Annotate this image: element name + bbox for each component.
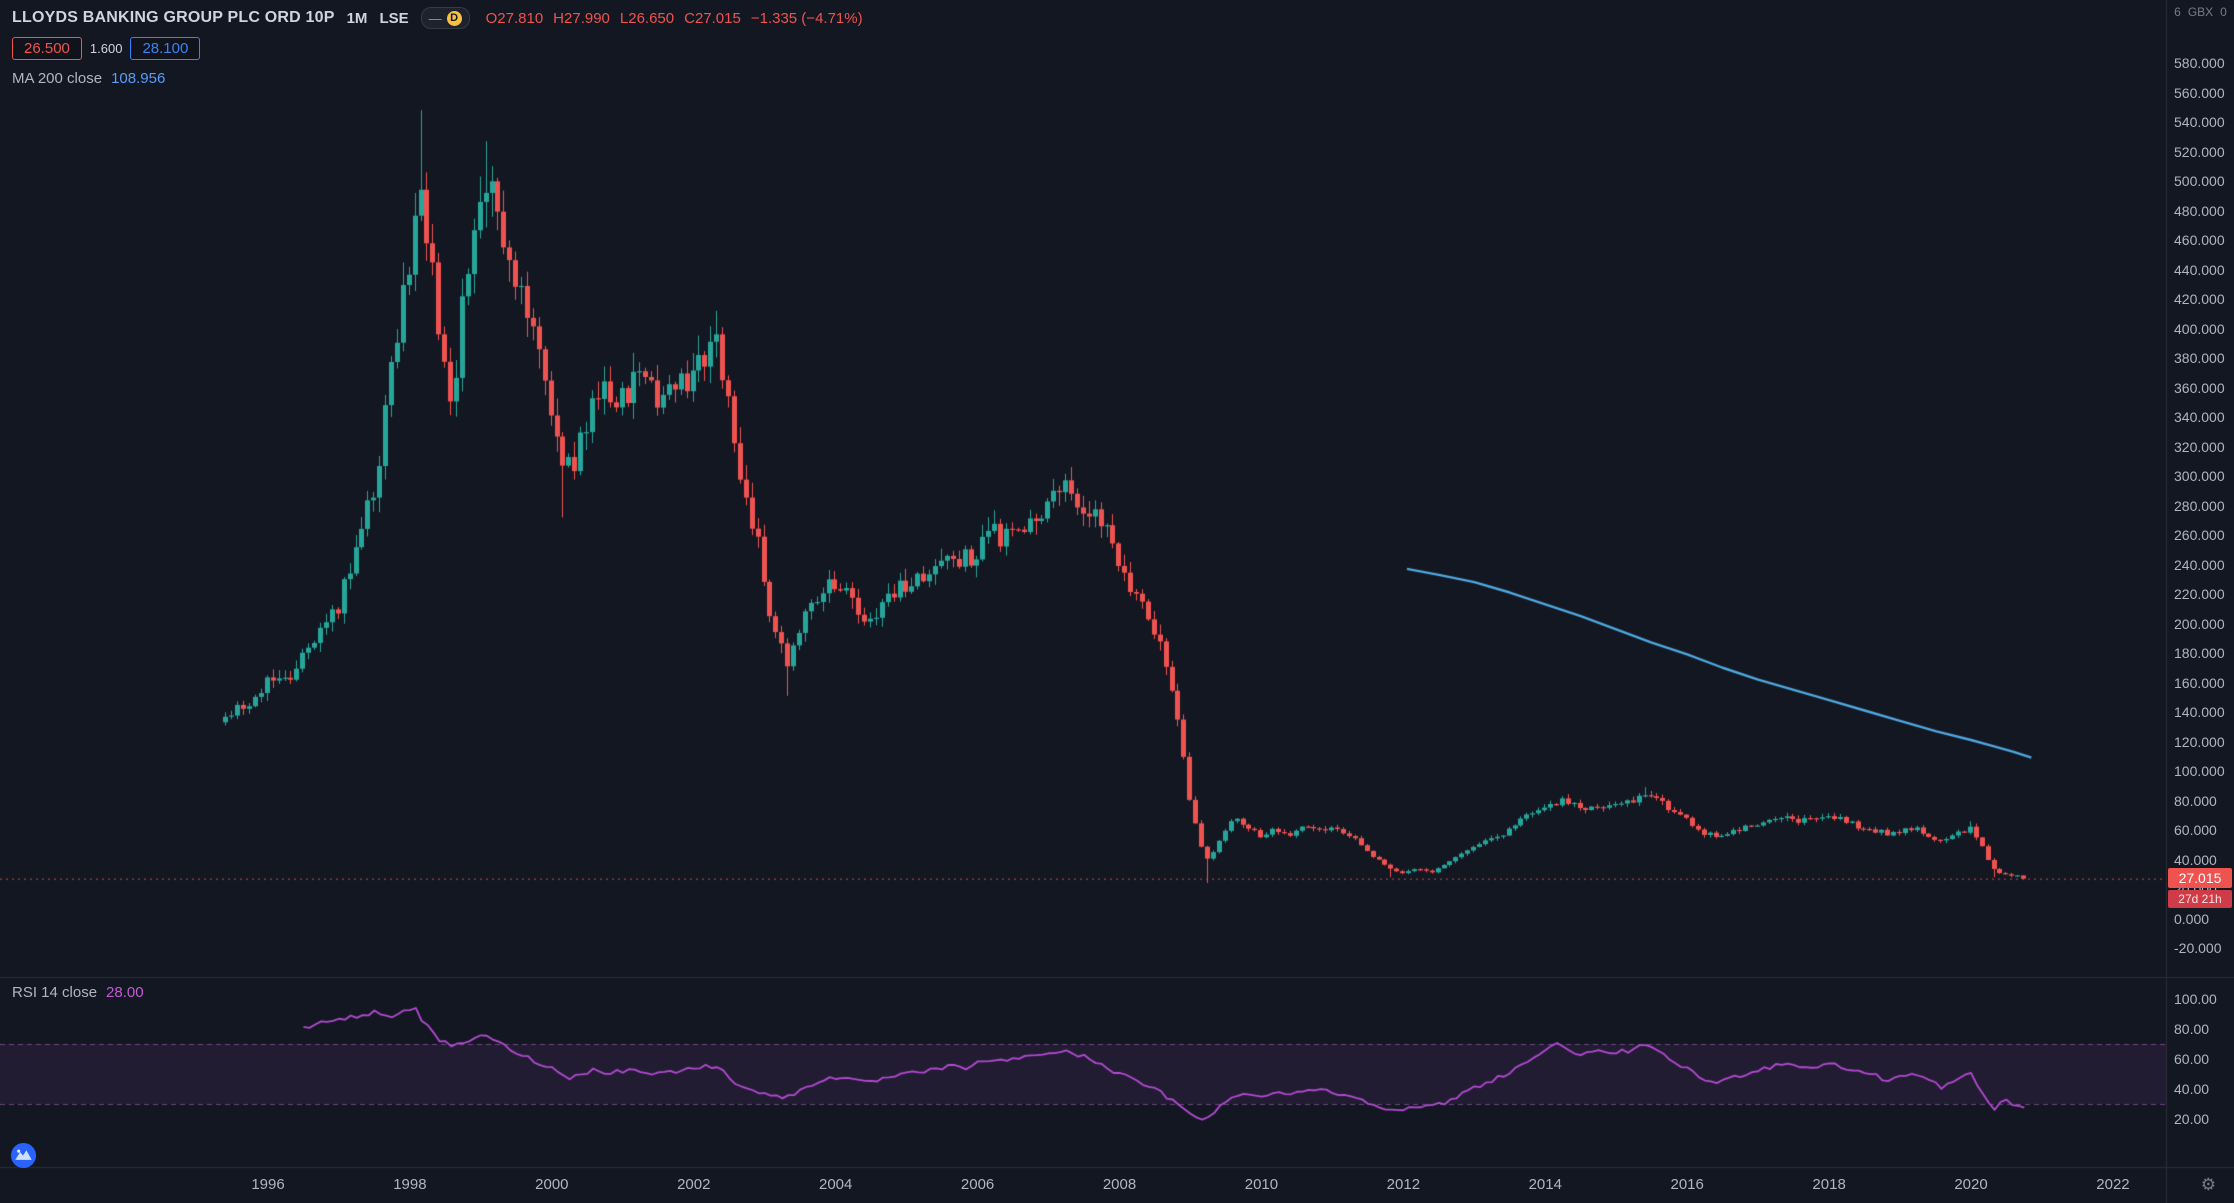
time-tick-label: 2000 <box>535 1176 569 1193</box>
rsi-legend-value: 28.00 <box>106 984 144 1001</box>
high-value: H27.990 <box>553 9 610 27</box>
price-tick-label: 460.000 <box>2174 232 2225 248</box>
price-tick-label: 40.000 <box>2174 851 2217 868</box>
rsi-tick-label: 60.00 <box>2174 1051 2210 1067</box>
time-tick-label: 2010 <box>1244 1176 1279 1193</box>
rsi-tick-label: 100.00 <box>2174 991 2217 1007</box>
price-tick-label: 380.000 <box>2174 350 2225 366</box>
price-tick-label: 520.000 <box>2174 143 2225 160</box>
buy-price-button[interactable]: 28.100 <box>130 37 201 60</box>
delayed-data-badge: D <box>446 10 462 26</box>
tradingview-logo[interactable] <box>10 1142 37 1169</box>
time-tick-label: 2012 <box>1386 1176 1421 1193</box>
ma-legend-label: MA 200 close <box>12 70 103 87</box>
price-tick-label: 560.000 <box>2174 84 2225 101</box>
time-tick-label: 1998 <box>393 1176 427 1193</box>
price-tick-label: 440.000 <box>2174 261 2225 278</box>
time-axis[interactable]: 1996 1998 2000 2002 2004 2006 2008 2010 2012 2014… <box>0 1168 2234 1203</box>
price-tick-label: 120.000 <box>2174 733 2225 750</box>
dash-icon: — <box>428 10 442 26</box>
bar-countdown-label: 27d 21h <box>2168 889 2232 908</box>
price-scale-header[interactable]: 6 GBX 0 <box>2167 5 2234 19</box>
price-tick-label: 0.000 <box>2174 910 2210 927</box>
price-tick-label: 480.000 <box>2174 202 2225 219</box>
price-tick-label: 160.000 <box>2174 674 2225 691</box>
scale-left-glyph: 6 <box>2174 5 2181 19</box>
price-tick-label: 140.000 <box>2174 704 2225 720</box>
price-tick-label: -20.000 <box>2174 940 2222 956</box>
rsi-tick-label: 20.00 <box>2174 1111 2210 1127</box>
price-tick-label: 340.000 <box>2174 409 2225 425</box>
exchange-label[interactable]: LSE <box>379 9 409 27</box>
price-axis[interactable]: 6 GBX 0 27.015 27d 21h 580.000 560.000 540… <box>2167 0 2234 1203</box>
price-tick-label: 540.000 <box>2174 114 2225 130</box>
time-tick-label: 2004 <box>818 1176 853 1193</box>
currency-label: GBX <box>2187 5 2214 19</box>
time-tick-label: 2022 <box>2096 1176 2130 1193</box>
symbol-row: LLOYDS BANKING GROUP PLC ORD 10P 1M LSE … <box>12 6 863 30</box>
interval-label[interactable]: 1M <box>346 9 368 27</box>
price-tick-label: 200.000 <box>2174 615 2225 632</box>
price-tick-label: 280.000 <box>2174 497 2225 514</box>
price-tick-label: 240.000 <box>2174 556 2225 573</box>
settings-gear-icon[interactable]: ⚙ <box>2200 1175 2216 1194</box>
price-tick-label: 180.000 <box>2174 645 2225 661</box>
ohlc-values: O27.810 H27.990 L26.650 C27.015 −1.335 (… <box>486 10 863 27</box>
price-tick-label: 60.000 <box>2174 822 2217 838</box>
price-tick-label: 260.000 <box>2174 527 2225 543</box>
symbol-header: LLOYDS BANKING GROUP PLC ORD 10P 1M LSE … <box>12 6 863 87</box>
ma-legend-value: 108.956 <box>111 70 166 87</box>
time-tick-label: 2014 <box>1528 1176 1562 1193</box>
rsi-legend[interactable]: RSI 14 close 28.00 <box>12 984 144 1001</box>
ma-legend[interactable]: MA 200 close 108.956 <box>12 70 863 87</box>
price-tick-label: 80.000 <box>2174 792 2217 809</box>
spread-value: 1.600 <box>89 41 123 56</box>
price-tick-label: 580.000 <box>2174 55 2225 71</box>
time-tick-label: 2018 <box>1812 1176 1846 1193</box>
sell-price-button[interactable]: 26.500 <box>12 37 82 60</box>
time-tick-label: 2002 <box>677 1176 711 1193</box>
delayed-data-pill[interactable]: — D <box>420 7 470 29</box>
price-tick-label: 320.000 <box>2174 438 2225 455</box>
last-price-label: 27.015 <box>2168 867 2232 888</box>
price-tick-label: 500.000 <box>2174 173 2225 189</box>
scale-right-glyph: 0 <box>2220 5 2227 19</box>
price-tick-label: 400.000 <box>2174 320 2225 337</box>
low-value: L26.650 <box>619 9 675 27</box>
price-tick-label: 220.000 <box>2174 586 2225 602</box>
price-tick-label: 360.000 <box>2174 379 2225 396</box>
time-tick-label: 2006 <box>960 1176 995 1193</box>
time-tick-label: 2016 <box>1670 1176 1704 1193</box>
rsi-legend-label: RSI 14 close <box>12 984 98 1001</box>
symbol-title[interactable]: LLOYDS BANKING GROUP PLC ORD 10P <box>12 9 335 26</box>
rsi-tick-label: 80.00 <box>2174 1021 2210 1037</box>
close-value: C27.015 <box>684 9 741 27</box>
quote-row: 26.500 1.600 28.100 <box>12 37 863 60</box>
open-value: O27.810 <box>485 9 544 27</box>
rsi-tick-label: 40.00 <box>2174 1081 2210 1097</box>
time-tick-label: 2008 <box>1102 1176 1137 1193</box>
time-tick-label: 1996 <box>251 1176 285 1193</box>
price-tick-label: 300.000 <box>2174 468 2225 484</box>
time-tick-label: 2020 <box>1954 1176 1988 1193</box>
change-value: −1.335 (−4.71%) <box>750 9 863 27</box>
price-tick-label: 100.000 <box>2174 763 2225 779</box>
price-tick-label: 420.000 <box>2174 291 2225 307</box>
